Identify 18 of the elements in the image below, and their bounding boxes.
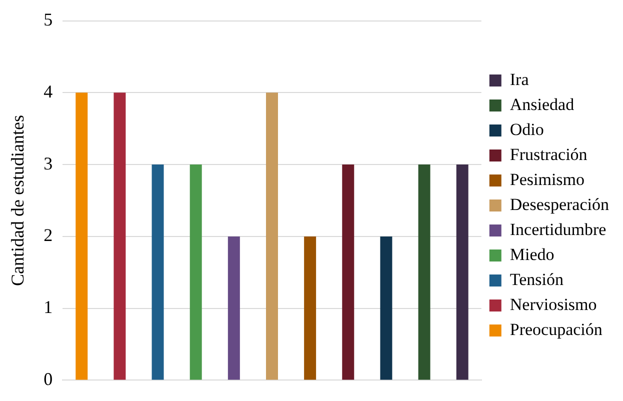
- y-tick-label: 1: [44, 297, 53, 318]
- y-tick-label: 3: [44, 153, 53, 174]
- legend-label: Ira: [510, 70, 530, 89]
- y-tick-label: 5: [44, 10, 53, 30]
- legend-label: Frustración: [510, 144, 588, 164]
- legend-label: Incertidumbre: [510, 220, 606, 239]
- legend-label: Tensión: [510, 270, 564, 289]
- legend-label: Desesperación: [510, 194, 610, 214]
- legend-label: Odio: [510, 120, 544, 139]
- y-axis-title: Cantidad de estudiantes: [8, 115, 28, 286]
- legend-label: Nerviosismo: [510, 294, 597, 314]
- legend-label: Pesimismo: [510, 170, 585, 189]
- y-tick-label: 0: [44, 368, 53, 389]
- y-tick-label: 4: [44, 81, 53, 102]
- legend-label: Preocupación: [510, 320, 603, 339]
- legend-label: Miedo: [510, 244, 554, 264]
- y-tick-label: 2: [44, 225, 53, 246]
- legend-label: Ansiedad: [510, 94, 575, 114]
